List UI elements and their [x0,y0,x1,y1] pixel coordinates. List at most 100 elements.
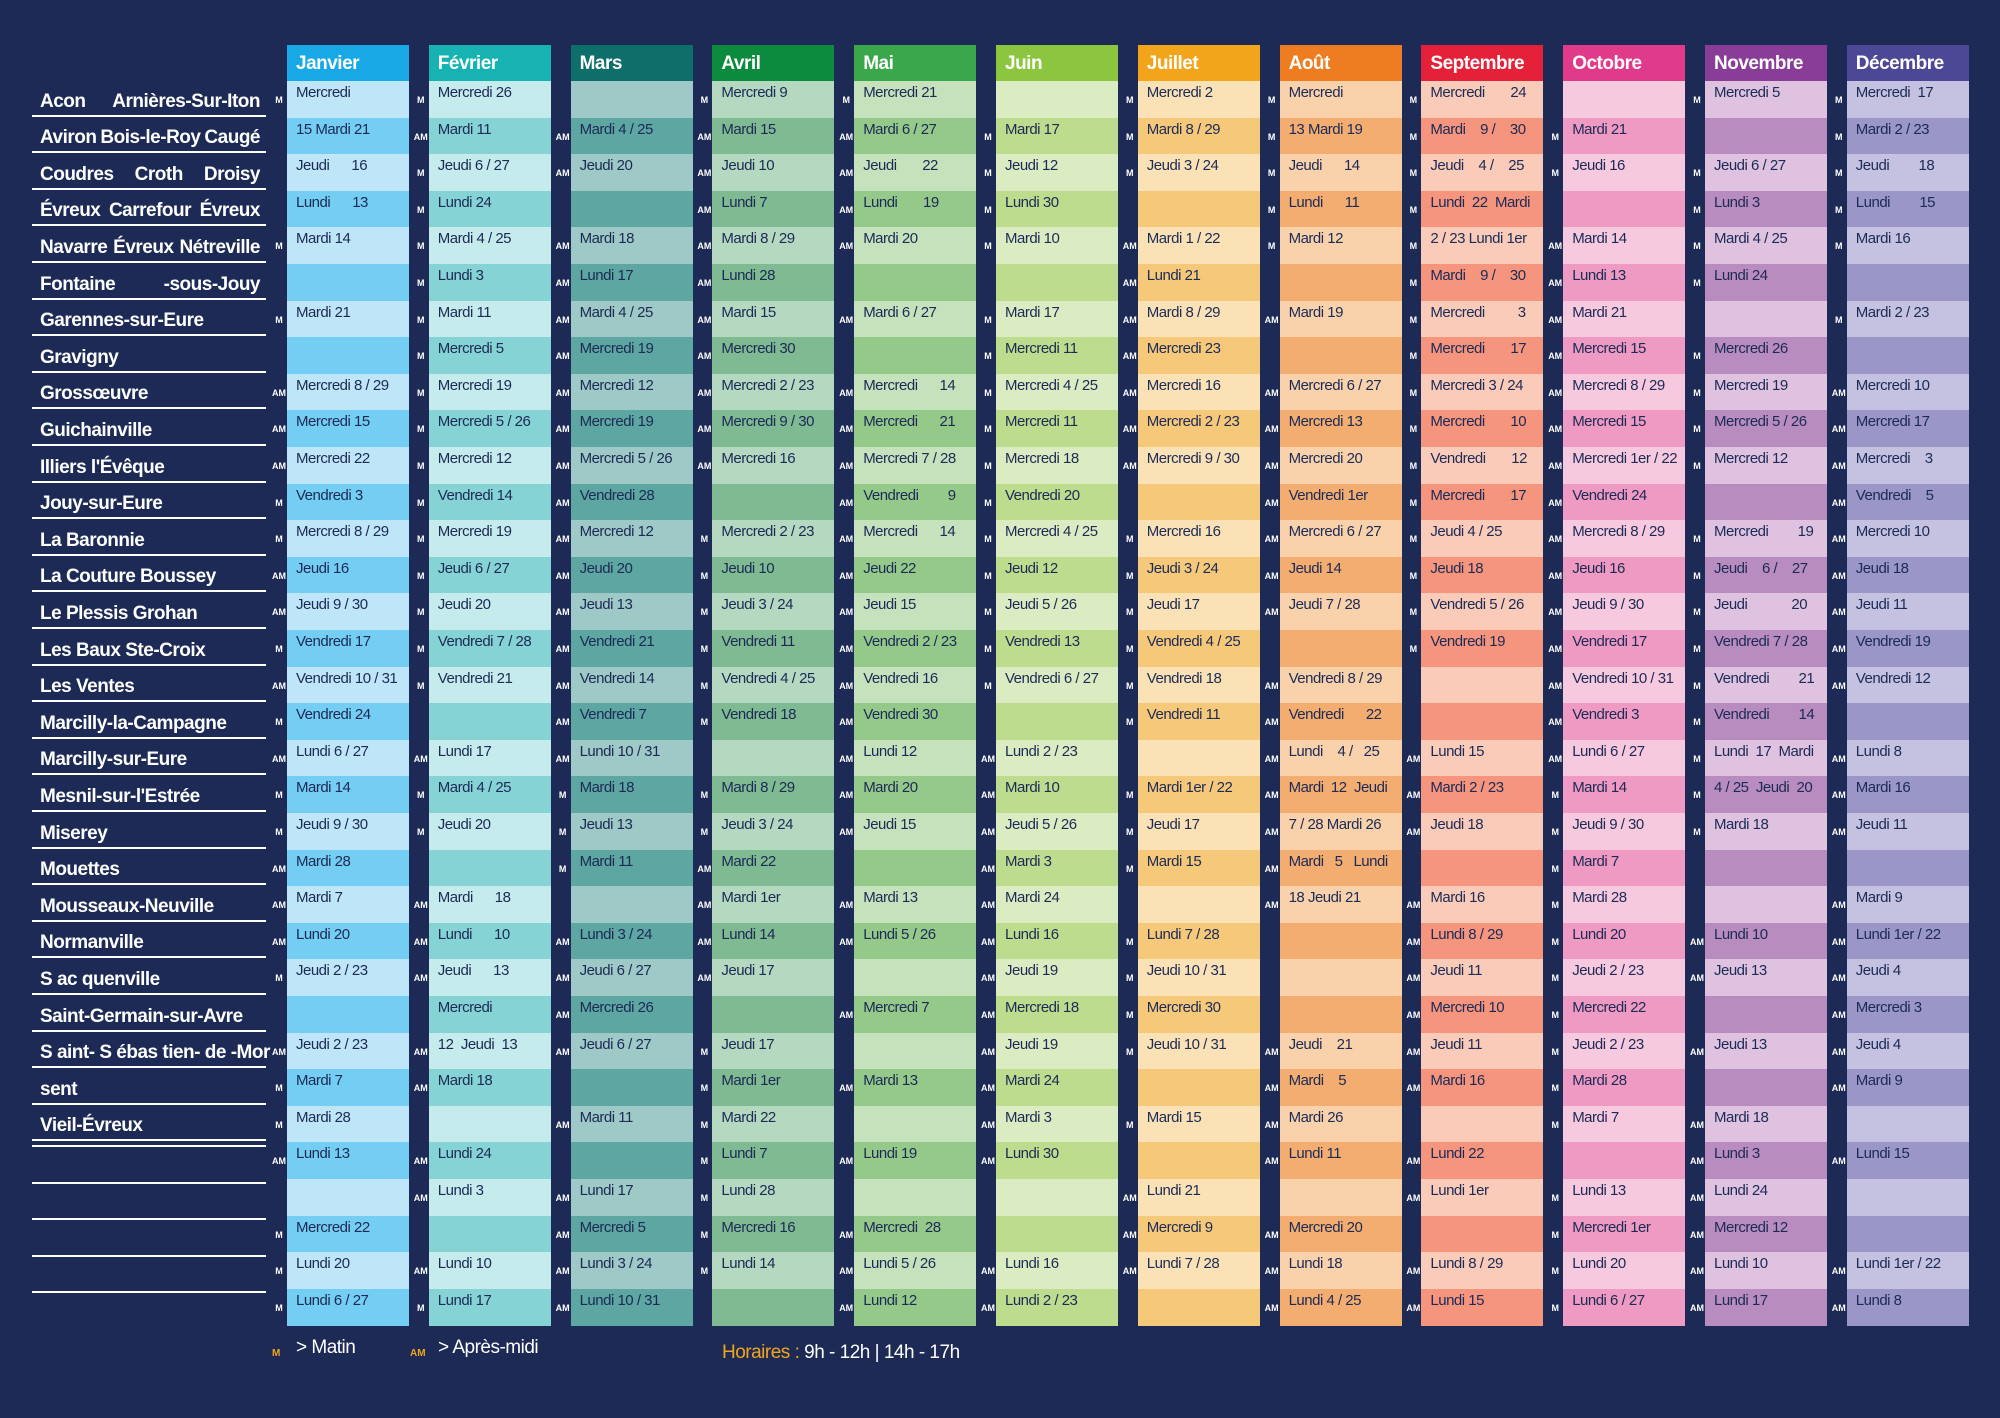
collection-date: Vendredi 17 [1563,630,1686,668]
session-tag: M [984,680,992,691]
session-tag: AM [1831,680,1846,691]
session-tag: AM [1831,534,1846,545]
collection-date: Lundi 20 [287,922,409,960]
month-header: Février [428,45,551,81]
collection-date: Lundi 1er [1421,1179,1544,1217]
collection-date: Jeudi 10 / 31 [1137,959,1260,997]
collection-date-text: Mercredi 19 [437,376,512,394]
collection-date-text: Mercredi 19 [437,523,512,541]
session-tag: AM [1548,570,1563,581]
collection-date [1279,1179,1402,1217]
session-tag: AM [1122,241,1137,252]
session-tag: AM [1122,461,1137,471]
session-tag: M [1409,497,1418,508]
collection-date [428,1215,551,1253]
collection-date: Mercredi 26 [570,996,693,1034]
collection-date-text: Lundi 24 [1714,1182,1768,1199]
session-tag: M [700,1193,709,1203]
collection-date: Vendredi 2 / 23 [854,630,977,668]
town-row: S ac quenville [32,958,266,995]
collection-date: Mardi 28 [287,849,409,887]
session-tag: AM [555,241,570,252]
collection-date-text: Mardi 28 [1572,889,1627,907]
month-header: Novembre [1705,45,1827,81]
town-name: Mousseaux-Neuville [40,895,214,917]
session-tag: AM [1690,1046,1704,1057]
collection-date [287,264,409,302]
collection-date-text: Lundi 13 [1572,267,1626,284]
session-tag: AM [839,1083,854,1094]
collection-date: Mercredi 23 [1137,337,1260,375]
collection-date: Mardi 13 [854,1069,977,1107]
collection-date: Jeudi 16 [1563,556,1686,594]
collection-date [1846,703,1969,741]
collection-date: Mercredi 16 [712,447,835,485]
collection-date-text: Jeudi 10 / 31 [1146,1035,1227,1053]
collection-date: Jeudi 3 / 24 [712,813,835,851]
collection-date-text: Mercredi 5 [1714,84,1780,101]
collection-date: Vendredi 7 / 28 [428,630,551,668]
town-name: Normanville [40,932,144,954]
session-tag: M [275,95,283,105]
session-tag: AM [413,753,428,764]
session-tag: M [1693,607,1701,618]
collection-date: Mercredi 12 [570,373,693,411]
session-tag: AM [1831,424,1846,435]
collection-date [1279,630,1402,668]
collection-date: Mardi 26 [1279,1105,1402,1143]
collection-date: Lundi 8 / 29 [1421,1252,1544,1290]
session-tag: AM [697,131,712,142]
collection-date: Mardi 6 / 27 [854,117,977,155]
collection-date-text: Vendredi 12 [1855,669,1931,687]
collection-date-text: Lundi 13 [296,1145,350,1163]
collection-date-text: Lundi 15 [1855,193,1936,211]
session-tag: AM [981,790,995,801]
session-tag: AM [839,424,854,435]
collection-date: Lundi 10 [428,1252,551,1290]
collection-date: Lundi 10 [1705,922,1827,960]
session-tag: M [984,131,992,142]
town-name: La Couture Boussey [40,566,216,588]
collection-date-text: Lundi 22 Mardi [1430,193,1530,211]
collection-date-text: Mercredi 11 [1005,340,1078,358]
collection-date-text: Jeudi 15 [863,816,916,833]
session-tag: AM [555,1119,570,1130]
collection-date: Jeudi 5 / 26 [996,593,1118,631]
collection-date: Vendredi 12 [1421,447,1544,485]
collection-date: Mardi 20 [854,776,977,814]
collection-date-text: Lundi 3 / 24 [579,925,653,943]
session-tag: M [700,95,709,105]
collection-date [1563,81,1686,119]
collection-date-text: Mardi 6 / 27 [863,303,937,321]
collection-date-text: 15 Mardi 21 [296,120,370,138]
collection-date-text: Mardi 28 [296,1108,351,1126]
collection-date-text: Mercredi 2 / 23 [721,523,814,541]
session-tag: AM [981,827,995,837]
session-tag: M [1409,204,1418,215]
session-tag: M [1551,168,1559,179]
collection-date-text: Lundi 10 / 31 [579,742,661,760]
collection-date: Jeudi 4 [1846,1032,1969,1070]
collection-date: Lundi 17 Mardi [1705,739,1827,777]
collection-date-text: Lundi 3 [437,1182,484,1199]
collection-date-text: Mardi 18 [579,779,635,797]
collection-date: Lundi 15 [1421,1288,1544,1326]
collection-date: Mercredi 7 [854,996,977,1034]
session-tag: AM [1548,497,1563,508]
session-tag: M [1551,1119,1559,1130]
collection-date: 12 Jeudi 13 [428,1032,551,1070]
collection-date-text: Lundi 19 [863,1145,917,1163]
collection-date: Mercredi 12 [428,447,551,485]
collection-date: Mercredi 15 [1563,337,1686,375]
collection-date [428,1105,551,1143]
collection-date-text: Vendredi 13 [1005,633,1080,650]
collection-date: Lundi 13 [287,190,409,228]
collection-date [1846,1179,1969,1217]
collection-date: Lundi 20 [1563,1252,1686,1290]
session-tag: AM [1264,1083,1279,1094]
session-tag: M [558,863,567,874]
collection-date-text: Mardi 22 [721,852,776,870]
collection-date: Vendredi 14 [1705,703,1827,741]
month-column: Août Mercredi M 13 Mardi 19 M Jeudi 14 M Lundi … [1265,45,1402,1337]
collection-date-text: Mercredi 19 [579,413,654,431]
